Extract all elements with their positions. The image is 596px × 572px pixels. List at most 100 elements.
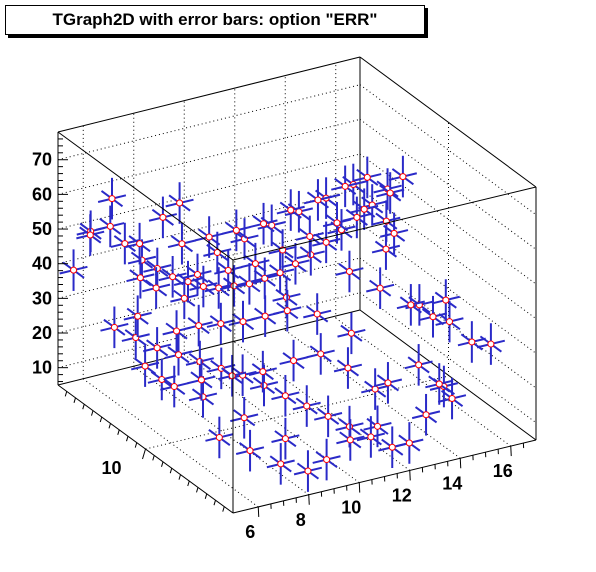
z-gridline-right-wall: [359, 292, 537, 424]
data-point: [327, 209, 356, 251]
x-tick-label: 12: [392, 485, 412, 505]
data-point: [205, 416, 234, 459]
point-marker: [344, 364, 352, 372]
axis-tick-labels: 10 20 30 40 50 60 70 6 8 10 12 14 16 10: [32, 150, 513, 542]
data-point: [271, 417, 300, 460]
x-gridline-floor: [335, 317, 512, 447]
data-point: [303, 179, 333, 221]
data-point: [203, 231, 232, 274]
point-marker: [141, 362, 149, 370]
point-marker: [399, 173, 407, 181]
data-point: [331, 165, 360, 208]
x-tick: [459, 458, 462, 469]
data-point: [235, 429, 265, 472]
y-tick: [108, 423, 111, 429]
z-tick-label: 70: [32, 150, 52, 170]
point-marker: [468, 338, 476, 346]
point-marker: [246, 447, 254, 455]
data-point: [333, 347, 363, 389]
data-point: [418, 295, 448, 338]
point-marker: [134, 312, 142, 320]
data-point: [353, 156, 382, 199]
point-marker: [415, 361, 423, 369]
data-point: [97, 177, 127, 220]
point-marker: [446, 318, 453, 326]
data-point: [284, 190, 314, 233]
data-point: [411, 393, 441, 436]
point-marker: [367, 433, 375, 441]
point-marker: [170, 383, 178, 391]
data-point: [322, 202, 352, 244]
data-point: [306, 333, 335, 375]
x-tick: [257, 506, 260, 517]
point-marker: [224, 266, 232, 274]
data-point: [158, 255, 187, 298]
data-points: [59, 155, 506, 492]
data-point: [363, 405, 392, 448]
point-marker: [386, 189, 394, 197]
data-point: [335, 250, 364, 293]
point-marker: [217, 320, 225, 328]
point-marker: [277, 460, 285, 468]
y-tick: [222, 506, 225, 512]
point-marker: [261, 274, 269, 282]
z-gridline-right-wall: [359, 222, 537, 354]
point-marker: [407, 301, 415, 309]
point-marker: [260, 220, 268, 228]
x-gridline-floor: [82, 378, 259, 508]
data-point: [292, 385, 321, 427]
point-marker: [281, 435, 289, 443]
data-point: [121, 316, 150, 359]
point-marker: [353, 213, 361, 221]
data-point: [457, 321, 486, 363]
data-point: [396, 284, 425, 326]
point-marker: [317, 350, 325, 358]
x-tick-label: 6: [245, 522, 255, 542]
x-tick-label: 14: [442, 473, 462, 493]
point-marker: [259, 368, 267, 376]
x-tick: [409, 470, 411, 481]
data-point: [148, 196, 178, 239]
point-marker: [487, 340, 495, 348]
data-point: [266, 443, 295, 485]
data-point: [404, 344, 433, 386]
point-marker: [245, 280, 253, 288]
point-marker: [180, 294, 188, 302]
data-point: [378, 426, 407, 469]
box-edge-top-right: [359, 56, 537, 188]
point-marker: [290, 357, 298, 365]
data-point: [170, 277, 199, 320]
box-edge-back-left: [57, 309, 361, 386]
z-tick-label: 20: [32, 323, 52, 343]
y-tick: [204, 493, 208, 499]
point-marker: [376, 284, 384, 292]
x-gridline-floor: [234, 342, 411, 471]
data-point: [314, 395, 343, 438]
point-marker: [240, 414, 248, 422]
y-tick: [91, 410, 94, 416]
y-tick: [73, 397, 76, 403]
data-point: [222, 209, 251, 252]
data-point: [207, 347, 236, 390]
x-tick: [308, 494, 310, 505]
data-point: [279, 339, 308, 382]
point-marker: [276, 269, 284, 277]
x-gridline-floor: [284, 329, 461, 459]
data-point: [248, 350, 277, 393]
point-marker: [184, 278, 192, 286]
box-edge-back-right: [359, 309, 537, 441]
point-marker: [136, 274, 144, 282]
y-tick: [134, 442, 138, 448]
data-point: [395, 422, 424, 464]
point-marker: [306, 232, 314, 240]
z-gridline-right-wall: [359, 118, 537, 250]
point-marker: [261, 312, 269, 320]
point-marker: [86, 231, 94, 239]
point-marker: [70, 266, 78, 274]
data-point: [241, 242, 270, 285]
y-tick: [187, 480, 190, 487]
box-edge-top-left: [57, 56, 361, 133]
data-point: [276, 189, 305, 231]
y-tick: [82, 404, 85, 410]
data-point: [303, 293, 332, 335]
